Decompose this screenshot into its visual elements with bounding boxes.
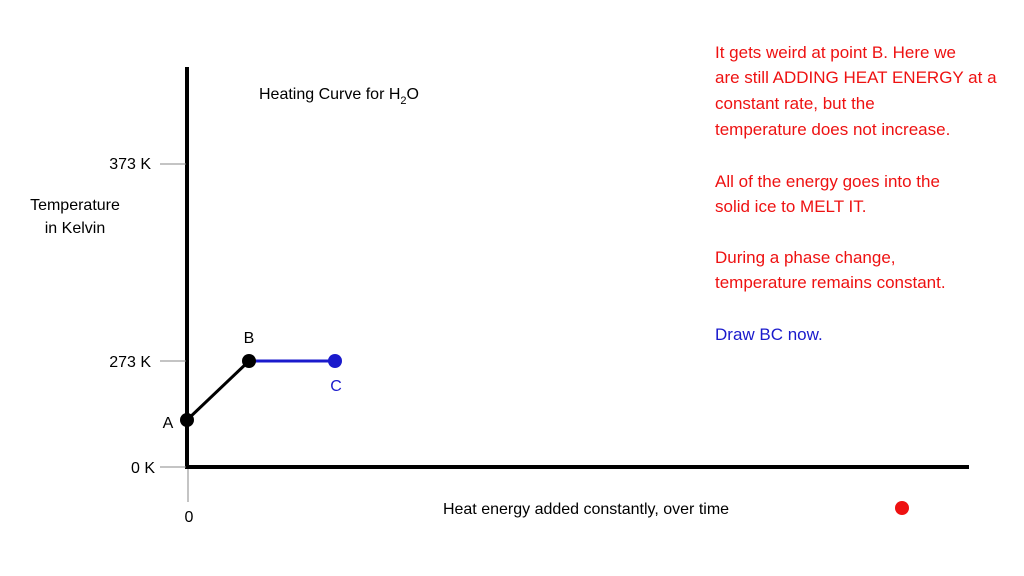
- x-axis-label: Heat energy added constantly, over time: [443, 501, 729, 518]
- note-line: It gets weird at point B. Here we: [715, 43, 956, 62]
- point-label: A: [163, 415, 174, 432]
- note-line: temperature remains constant.: [715, 273, 946, 292]
- note-line: constant rate, but the: [715, 94, 875, 113]
- point-c: [328, 354, 342, 368]
- chart-title: Heating Curve for H2O: [259, 86, 419, 107]
- y-tick-label: 0 K: [131, 460, 155, 477]
- y-axis-label: in Kelvin: [45, 220, 105, 237]
- point-label: C: [330, 378, 342, 395]
- point-a: [180, 413, 194, 427]
- y-tick-label: 273 K: [109, 354, 151, 371]
- title-suffix: O: [407, 86, 419, 103]
- note-line: are still ADDING HEAT ENERGY at a: [715, 68, 997, 87]
- note-line: During a phase change,: [715, 248, 896, 267]
- note-line: solid ice to MELT IT.: [715, 197, 866, 216]
- segment-ab: [185, 359, 251, 422]
- title-text: Heating Curve for H: [259, 86, 400, 103]
- notes: It gets weird at point B. Here we are st…: [715, 43, 997, 344]
- note-line: temperature does not increase.: [715, 120, 950, 139]
- y-axis-label: Temperature: [30, 197, 120, 214]
- point-label: B: [244, 330, 255, 347]
- pointer-dot: [895, 501, 909, 515]
- title-subscript: 2: [400, 95, 406, 107]
- note-line: All of the energy goes into the: [715, 172, 940, 191]
- note-line: Draw BC now.: [715, 325, 823, 344]
- point-b: [242, 354, 256, 368]
- y-tick-label: 373 K: [109, 156, 151, 173]
- x-tick-label: 0: [185, 509, 194, 526]
